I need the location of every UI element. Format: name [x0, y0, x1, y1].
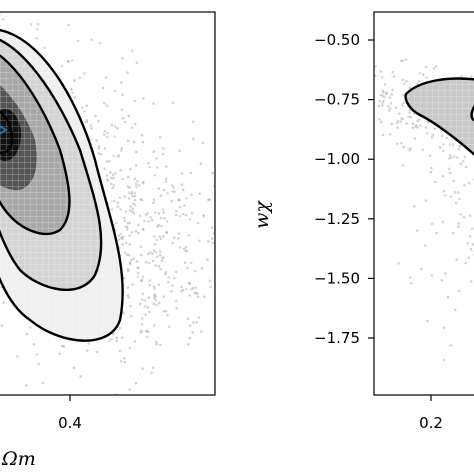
scatter-point [250, 181, 253, 184]
scatter-point [234, 244, 237, 247]
y-tick-label-right: −1.50 [314, 269, 360, 287]
y-ticks-right: −0.50 −0.75 −1.00 −1.25 −1.50 −1.75 [314, 31, 374, 347]
y-tick-label-right: −0.75 [314, 91, 360, 109]
contours-right [404, 77, 474, 157]
scatter-point [351, 112, 354, 115]
scatter-point [362, 99, 365, 102]
scatter-point [348, 118, 351, 121]
contour-outer-left [0, 28, 124, 342]
scatter-point [352, 77, 355, 80]
scatter-point [231, 254, 234, 257]
scatter-point [217, 219, 220, 222]
scatter-point [255, 245, 258, 248]
x-tick-label-right-0.2: 0.2 [419, 414, 443, 432]
scatter-point [351, 78, 354, 81]
density-fill-right [374, 12, 474, 395]
scatter-point [227, 230, 230, 233]
scatter-point [22, 8, 25, 11]
scatter-point [230, 103, 233, 106]
scatter-point [227, 90, 230, 93]
y-axis-label-right: wχ [251, 200, 273, 229]
axes-frame-right [373, 11, 474, 396]
contour-core-left [0, 110, 14, 154]
left-panel: 0.4 Ωm [0, 0, 270, 470]
contour-inner-left [0, 54, 71, 236]
scatter-point [158, 421, 161, 424]
scatter-point [64, 2, 67, 5]
scatter-point [334, 67, 337, 70]
contour-mid-left [0, 38, 103, 291]
x-tick-label-left-0.4: 0.4 [58, 414, 82, 432]
scatter-point [235, 231, 238, 234]
y-tick-label-right: −1.25 [314, 210, 360, 228]
scatter-point [367, 111, 370, 114]
axes-frame-left [0, 11, 216, 396]
y-tick-label-right: −1.75 [314, 329, 360, 347]
scatter-point [77, 398, 80, 401]
contour-outer-right [404, 77, 474, 157]
scatter-point [367, 93, 370, 96]
scatter-point [217, 261, 220, 264]
y-tick-label-right: −1.00 [314, 150, 360, 168]
y-tick-label-right: −0.50 [314, 31, 360, 49]
scatter-point [0, 0, 2, 2]
scatter-point [219, 265, 222, 268]
scatter-point [257, 158, 260, 161]
scatter-point [365, 123, 368, 126]
scatter-point [243, 304, 246, 307]
scatter-point [356, 83, 359, 86]
contour-inner-right [470, 104, 474, 122]
scatter-point [234, 304, 237, 307]
scatter-point [221, 231, 224, 234]
scatter-point [233, 183, 236, 186]
x-axis-label-left: Ωm [1, 448, 36, 470]
scatter-point [363, 107, 366, 110]
scatter-point [267, 99, 270, 102]
scatter-point [234, 204, 237, 207]
scatter-point [222, 106, 225, 109]
peak-marker-left [0, 125, 8, 135]
scatter-point [97, 407, 100, 410]
scatter-point [247, 159, 250, 162]
contours-left [0, 28, 124, 342]
right-panel: −0.50 −0.75 −1.00 −1.25 −1.50 −1.75 0.2 wχ [251, 11, 474, 432]
